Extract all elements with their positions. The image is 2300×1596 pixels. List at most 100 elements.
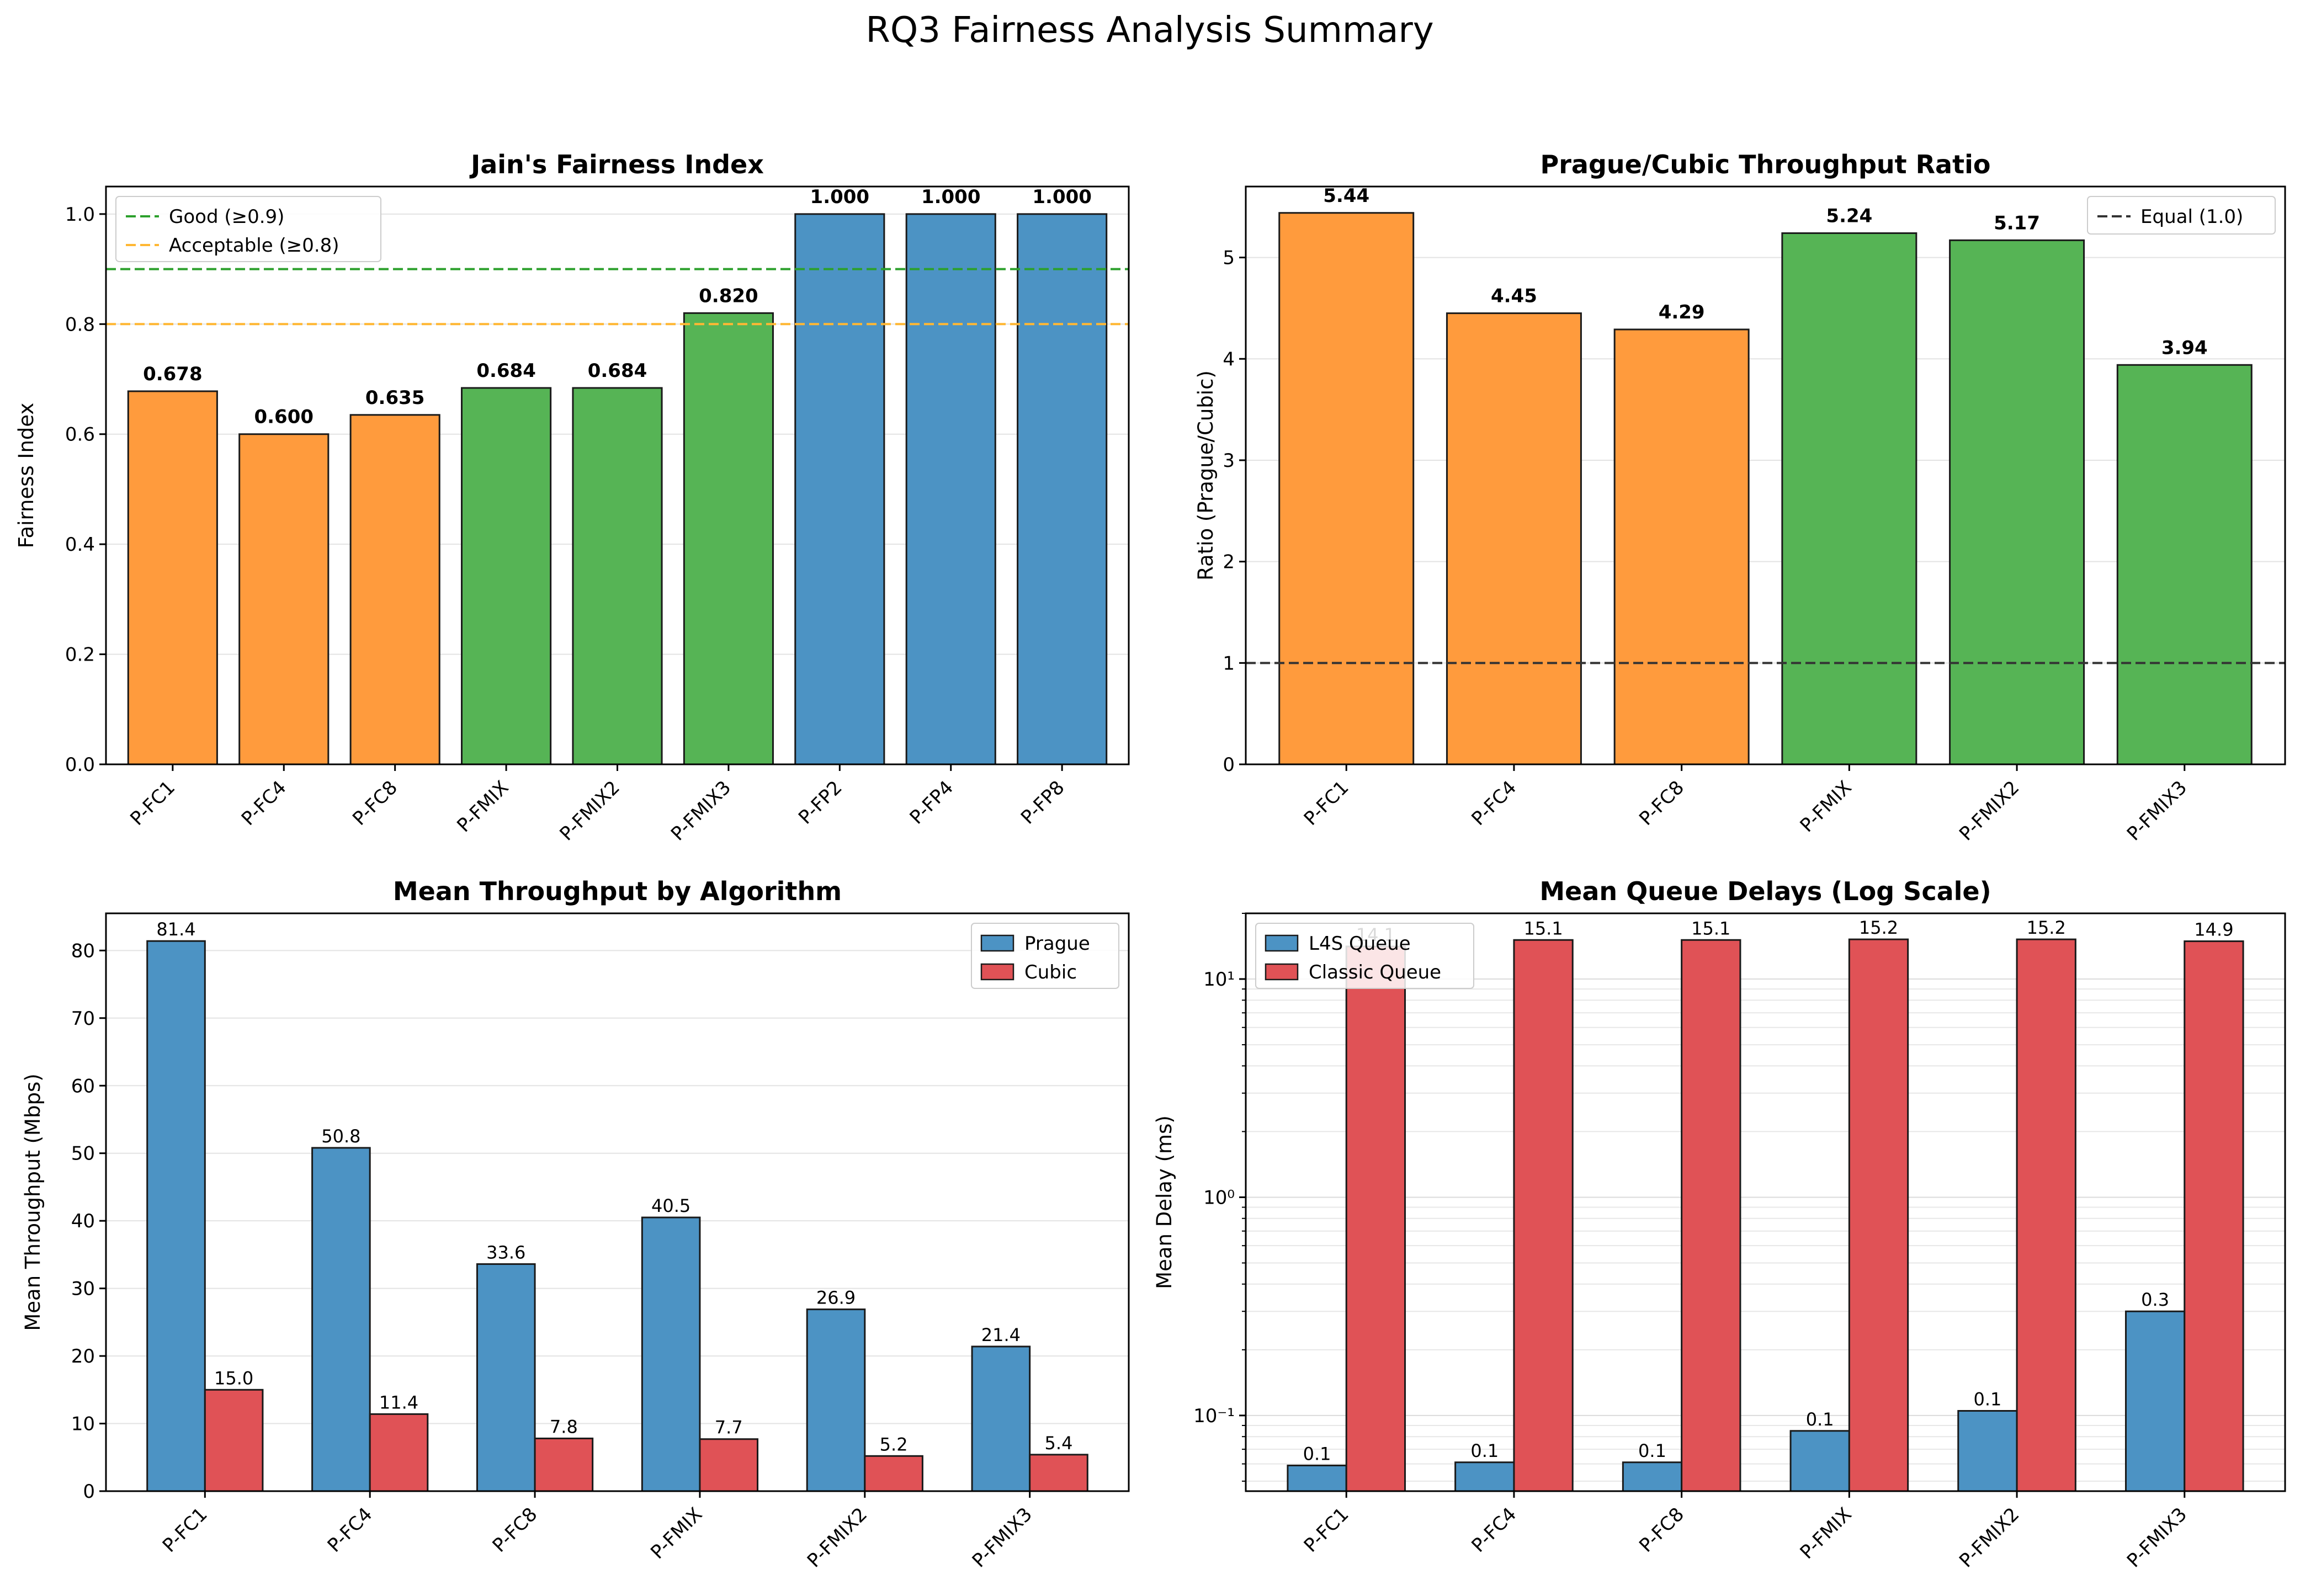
bar-classic-queue-P-FMIX <box>1848 938 1909 1492</box>
legend-swatch <box>1265 963 1299 981</box>
bar-value-label: 26.9 <box>816 1288 856 1308</box>
bar-P-FP4 <box>905 213 996 765</box>
bar-l4s-queue-P-FMIX2 <box>1957 1409 2018 1492</box>
y-tick-label: 5 <box>1223 247 1235 269</box>
legend-box <box>2087 196 2276 235</box>
y-axis-ticks: 0 1 2 3 4 5 <box>1223 247 1246 776</box>
legend-box <box>115 196 381 262</box>
bar-value-label: 15.2 <box>2027 917 2066 938</box>
bar-value-label: 0.1 <box>1470 1440 1499 1461</box>
legend: L4S Queue Classic Queue <box>1255 923 1474 989</box>
legend-label: Classic Queue <box>1309 961 1441 983</box>
bar-value-label: 1.000 <box>810 186 870 208</box>
y-axis-label: Fairness Index <box>14 403 38 549</box>
bar-P-FC4 <box>238 433 330 765</box>
legend-label: Equal (1.0) <box>2140 206 2243 228</box>
bar-prague-P-FC4 <box>311 1147 371 1492</box>
legend: Good (≥0.9) Acceptable (≥0.8) <box>115 196 381 262</box>
bar-value-label: 5.2 <box>880 1434 908 1455</box>
y-tick-label: 4 <box>1223 348 1235 370</box>
y-tick-label: 0 <box>83 1481 95 1503</box>
y-tick-label: 30 <box>71 1278 95 1300</box>
bar-value-label: 40.5 <box>651 1195 690 1216</box>
bar-P-FC8 <box>349 414 440 765</box>
bar-prague-P-FC8 <box>476 1263 536 1492</box>
bar-classic-queue-P-FMIX3 <box>2184 940 2244 1492</box>
y-axis-label: Mean Throughput (Mbps) <box>21 1073 45 1331</box>
bar-value-label: 14.9 <box>2194 919 2233 940</box>
bar-value-label: 50.8 <box>321 1126 360 1147</box>
bar-value-label: 0.600 <box>254 406 314 428</box>
y-axis-label: Ratio (Prague/Cubic) <box>1194 370 1218 581</box>
bar-classic-queue-P-FC4 <box>1513 939 1574 1492</box>
bar-P-FMIX2 <box>1949 239 2085 765</box>
legend: Equal (1.0) <box>2087 196 2276 235</box>
y-tick-label: 80 <box>71 940 95 962</box>
y-tick-label: 1 <box>1223 652 1235 674</box>
bars: 5.44 4.45 4.29 5.24 5.17 3.94 <box>1278 185 2253 765</box>
panel-delays: 0.10.10.10.10.10.314.115.115.115.215.214… <box>1152 876 2286 1572</box>
plot-frame <box>1245 185 2286 765</box>
bar-P-FMIX3 <box>2116 364 2253 765</box>
legend-label: Acceptable (≥0.8) <box>169 235 339 257</box>
y-tick-label: 1.0 <box>65 204 95 226</box>
legend-label: Prague <box>1024 933 1090 955</box>
bar-value-label: 33.6 <box>486 1242 525 1263</box>
bar-value-label: 15.2 <box>1859 917 1898 938</box>
legend-swatch <box>980 934 1014 952</box>
bar-value-label: 15.0 <box>214 1368 253 1388</box>
bar-l4s-queue-P-FC1 <box>1287 1464 1347 1492</box>
bar-P-FP8 <box>1017 213 1108 765</box>
bar-cubic-P-FC1 <box>204 1388 264 1492</box>
bar-cubic-P-FMIX2 <box>864 1455 923 1492</box>
y-tick-label: 60 <box>71 1075 95 1097</box>
bar-value-label: 0.684 <box>588 360 647 382</box>
y-tick-label: 10⁰ <box>1203 1187 1235 1209</box>
bar-l4s-queue-P-FC8 <box>1622 1461 1683 1492</box>
bar-l4s-queue-P-FMIX3 <box>2124 1310 2186 1492</box>
grid-lines <box>1246 913 2285 1482</box>
y-axis-label: Mean Delay (ms) <box>1152 1115 1176 1289</box>
bar-value-label: 0.1 <box>1303 1443 1331 1464</box>
bar-P-FC8 <box>1613 328 1750 765</box>
bar-prague-P-FMIX3 <box>971 1345 1031 1492</box>
bar-value-label: 15.1 <box>1523 918 1563 939</box>
y-tick-label: 10⁻¹ <box>1193 1405 1235 1427</box>
bar-cubic-P-FMIX3 <box>1029 1454 1088 1492</box>
y-tick-label: 0.6 <box>65 424 95 446</box>
y-tick-label: 40 <box>71 1210 95 1232</box>
bar-value-label: 7.8 <box>550 1416 578 1437</box>
plot-frame <box>105 912 1130 1492</box>
bars: 0.10.10.10.10.10.314.115.115.115.215.214… <box>1287 917 2244 1492</box>
bar-prague-P-FMIX2 <box>806 1308 866 1492</box>
bar-value-label: 1.000 <box>1032 186 1092 208</box>
panel-title: Mean Queue Delays (Log Scale) <box>1539 876 1991 906</box>
bar-cubic-P-FMIX <box>699 1438 759 1492</box>
bar-value-label: 0.1 <box>1806 1409 1834 1430</box>
bar-value-label: 11.4 <box>379 1392 418 1413</box>
bars: 0.678 0.600 0.635 0.684 0.684 0.820 1.000 1.000… <box>127 186 1108 765</box>
y-axis-ticks: 0 10 20 30 40 50 60 70 80 <box>71 940 106 1503</box>
y-tick-label: 50 <box>71 1143 95 1165</box>
bar-prague-P-FMIX <box>641 1216 701 1492</box>
bar-P-FC1 <box>1278 212 1415 765</box>
y-axis-ticks: 0.0 0.2 0.4 0.6 0.8 1.0 <box>65 204 106 776</box>
bar-cubic-P-FC8 <box>534 1437 594 1492</box>
legend-box <box>1255 923 1474 989</box>
panel-title: Jain's Fairness Index <box>469 150 764 179</box>
bar-value-label: 0.820 <box>699 285 758 307</box>
bar-P-FMIX3 <box>683 312 774 765</box>
y-tick-label: 70 <box>71 1008 95 1030</box>
y-tick-label: 0 <box>1223 754 1235 776</box>
bar-value-label: 0.678 <box>143 363 203 385</box>
y-tick-label: 0.2 <box>65 644 95 666</box>
bar-value-label: 5.17 <box>1994 212 2040 234</box>
y-tick-label: 0.8 <box>65 313 95 336</box>
bar-value-label: 81.4 <box>156 919 195 940</box>
bar-P-FC4 <box>1446 312 1582 765</box>
bars: 81.4 50.8 33.6 40.5 26.9 21.4 15.0 11.4 7.8 7.7 5.… <box>146 919 1088 1492</box>
bar-value-label: 21.4 <box>981 1324 1021 1345</box>
